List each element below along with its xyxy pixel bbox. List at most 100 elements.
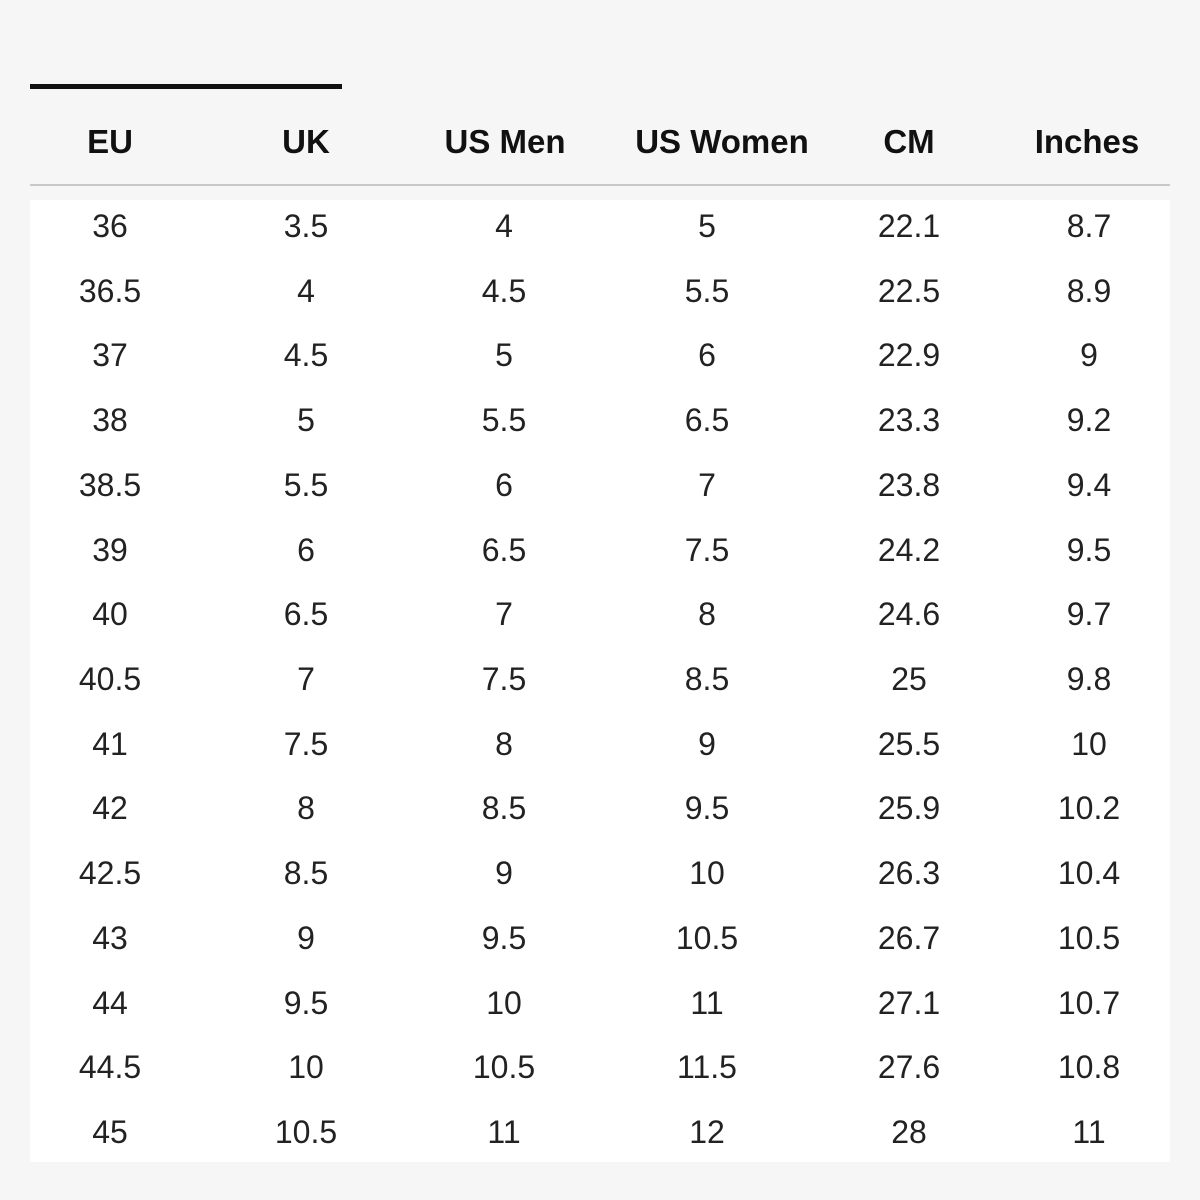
table-cell: 7 [297,661,315,697]
table-cell: 22.1 [877,208,941,244]
table-cell: 26.3 [877,855,941,892]
table-cell: 8.5 [481,790,527,827]
table-cell: 4.5 [283,337,329,374]
table-cell: 11.5 [677,1049,737,1086]
table-cell: 9.7 [1066,596,1112,633]
table-cell: 8.5 [684,661,730,697]
table-cell: 8 [495,725,513,762]
table-cell: 8 [297,790,315,827]
table-cell: 6 [297,531,315,568]
table-cell: 6.5 [481,531,527,568]
table-cell: 11 [1072,1114,1106,1150]
table-cell: 22.5 [877,272,941,309]
table-cell: 9.5 [283,984,329,1021]
table-cell: 4.5 [481,272,527,309]
column-header: UK [282,123,330,160]
table-cell: 10 [486,984,522,1021]
table-cell: 43 [92,919,128,956]
table-cell: 42 [92,790,128,827]
table-cell: 9.8 [1066,661,1112,697]
column-header: CM [883,123,935,160]
table-cell: 5.5 [283,466,329,503]
table-body [30,200,1170,1162]
table-cell: 7.5 [481,661,527,697]
table-cell: 42.5 [78,855,142,892]
table-cell: 40 [92,596,128,633]
table-cell: 5.5 [684,272,730,309]
table-cell: 27.1 [877,984,941,1021]
table-cell: 45 [92,1114,128,1150]
table-cell: 10.8 [1057,1049,1121,1086]
column-header: US Women [635,123,809,160]
table-cell: 8.7 [1066,208,1112,244]
table-cell: 10 [689,855,725,892]
table-cell: 12 [689,1114,725,1150]
table-cell: 9 [1080,337,1098,374]
table-cell: 9 [698,725,716,762]
table-cell: 28 [891,1114,927,1150]
table-cell: 44 [92,984,128,1021]
table-cell: 27.6 [877,1049,941,1086]
table-cell: 9.5 [481,919,527,956]
table-cell: 38.5 [78,466,142,503]
table-cell: 25 [891,661,927,697]
table-cell: 5.5 [481,402,527,439]
table-cell: 4 [495,208,513,244]
table-cell: 6.5 [684,402,730,439]
table-cell: 38 [92,402,128,439]
table-cell: 10.5 [675,919,739,956]
column-header: US Men [444,123,566,160]
table-cell: 44.5 [78,1049,142,1086]
table-cell: 6.5 [283,596,329,633]
table-cell: 9.2 [1066,402,1112,439]
table-cell: 24.2 [877,531,941,568]
accent-bar [30,84,342,89]
table-cell: 9.5 [1066,531,1112,568]
table-cell: 5 [698,208,716,244]
table-cell: 4 [297,272,315,309]
table-cell: 10 [288,1049,324,1086]
table-cell: 5 [297,402,315,439]
table-cell: 11 [487,1114,521,1150]
table-cell: 36 [92,208,128,244]
table-cell: 11 [690,984,724,1021]
table-cell: 9.5 [684,790,730,827]
table-cell: 37 [92,337,128,374]
table-cell: 8.9 [1066,272,1112,309]
table-cell: 7.5 [684,531,730,568]
table-cell: 10.4 [1057,855,1121,892]
table-cell: 10.5 [274,1114,338,1150]
table-cell: 6 [495,466,513,503]
table-cell: 7 [698,466,716,503]
column-header: EU [87,123,133,160]
divider [30,184,1170,186]
table-cell: 41 [92,725,128,762]
table-cell: 26.7 [877,919,941,956]
table-cell: 7.5 [283,725,329,762]
table-cell: 3.5 [283,208,329,244]
table-cell: 25.9 [877,790,941,827]
column-header: Inches [1034,123,1140,160]
table-cell: 10.5 [472,1049,536,1086]
table-cell: 10 [1071,725,1107,762]
table-cell: 6 [698,337,716,374]
table-cell: 24.6 [877,596,941,633]
table-cell: 8.5 [283,855,329,892]
table-cell: 22.9 [877,337,941,374]
table-cell: 10.5 [1057,919,1121,956]
table-cell: 5 [495,337,513,374]
table-cell: 23.3 [877,402,941,439]
table-cell: 9.4 [1066,466,1112,503]
table-cell: 40.5 [78,661,142,697]
table-cell: 39 [92,531,128,568]
table-cell: 23.8 [877,466,941,503]
table-cell: 25.5 [877,725,941,762]
table-cell: 8 [698,596,716,633]
table-cell: 10.7 [1057,984,1121,1021]
table-cell: 10.2 [1057,790,1121,827]
table-cell: 9 [495,855,513,892]
table-cell: 36.5 [78,272,142,309]
table-cell: 7 [495,596,513,633]
table-cell: 9 [297,919,315,956]
